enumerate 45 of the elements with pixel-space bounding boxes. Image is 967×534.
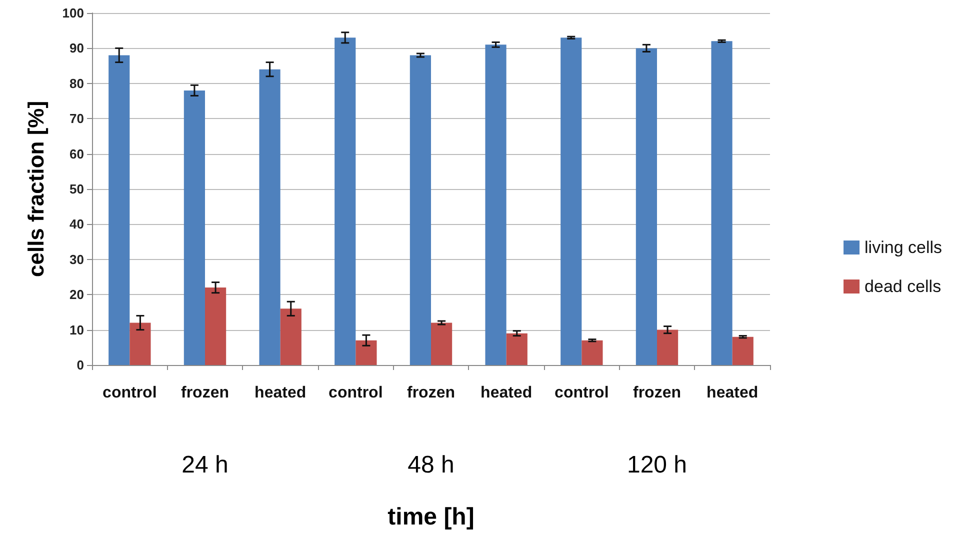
x-axis-title: time [h] xyxy=(388,504,474,530)
bar xyxy=(356,340,377,365)
bar xyxy=(205,288,226,365)
y-tick-label: 100 xyxy=(62,6,84,20)
bar xyxy=(184,90,205,365)
bar xyxy=(259,69,280,365)
bar xyxy=(560,38,582,365)
y-axis-title: cells fraction [%] xyxy=(24,100,48,278)
bar xyxy=(711,41,732,365)
x-tick-label: control xyxy=(554,384,609,402)
x-tick-label: frozen xyxy=(407,384,455,402)
y-tick-label: 80 xyxy=(70,76,84,91)
text: 120 h xyxy=(626,452,688,478)
legend-label: dead cells xyxy=(864,277,942,296)
x-tick-label: frozen xyxy=(633,384,681,402)
y-tick-label: 40 xyxy=(70,216,84,232)
y-tick-label: 10 xyxy=(70,322,84,338)
text: 24 h xyxy=(182,452,228,478)
bar xyxy=(108,55,130,365)
bar xyxy=(280,308,302,365)
bar xyxy=(582,340,603,365)
bar xyxy=(636,48,657,365)
x-tick-label: control xyxy=(328,384,383,402)
y-tick-label: 50 xyxy=(70,182,84,196)
bar xyxy=(506,333,528,365)
y-tick-label: 30 xyxy=(70,252,84,267)
bar xyxy=(732,336,754,365)
bar xyxy=(410,55,431,365)
y-tick-label: 60 xyxy=(70,146,84,162)
x-tick-label: heated xyxy=(480,384,532,402)
bar xyxy=(485,44,506,365)
text: 48 h xyxy=(408,452,454,478)
x-tick-label: heated xyxy=(254,384,306,402)
bar xyxy=(130,322,151,365)
y-tick-label: 70 xyxy=(70,111,84,126)
legend-label: living cells xyxy=(864,238,942,257)
bar xyxy=(334,38,356,365)
y-tick-label: 20 xyxy=(70,287,84,302)
x-tick-label: frozen xyxy=(181,384,229,402)
x-tick-label: heated xyxy=(706,384,758,402)
bar xyxy=(431,322,452,365)
bar xyxy=(657,330,678,365)
y-tick-label: 90 xyxy=(70,40,84,56)
y-tick-label: 0 xyxy=(76,358,84,372)
x-tick-label: control xyxy=(102,384,157,402)
